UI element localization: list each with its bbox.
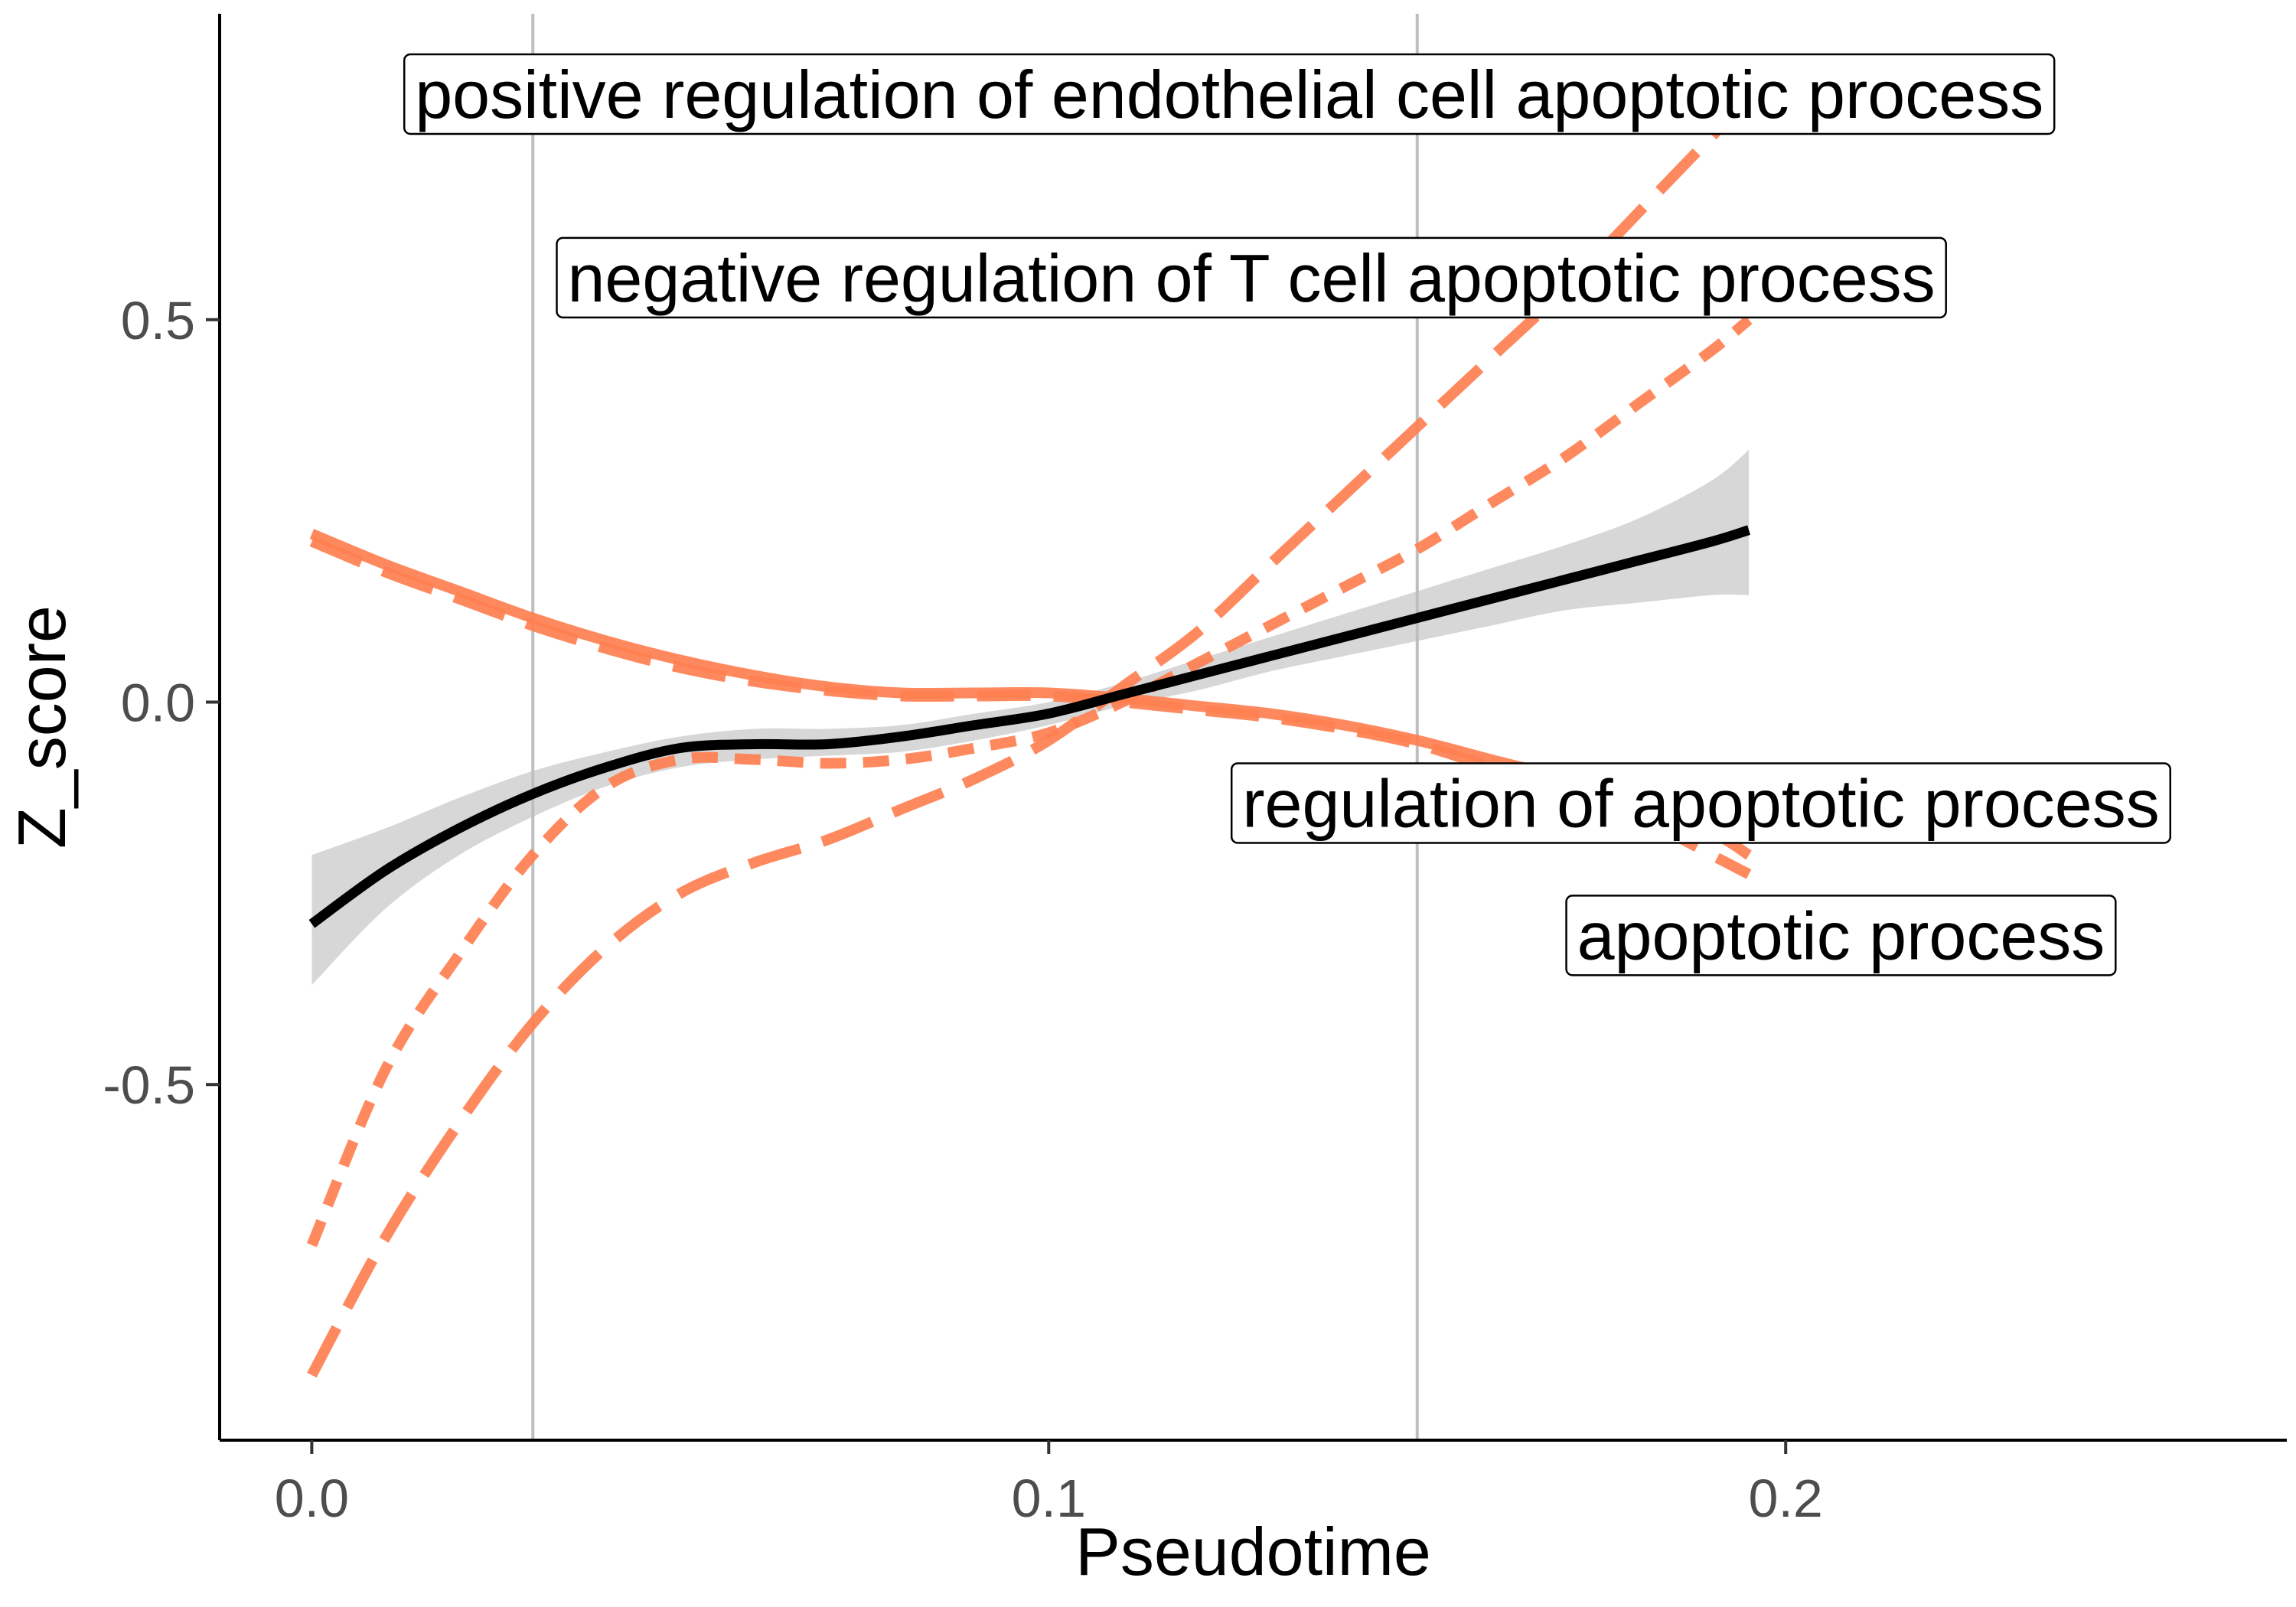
x-tick-label-1: 0.1 — [1012, 1468, 1086, 1528]
y-axis-title: Z_score — [4, 605, 80, 849]
mean-trend-line — [308, 525, 1751, 928]
annotation-label-3: apoptotic process — [1565, 895, 2117, 976]
axis-ticks-layer: 0.0 0.1 0.2 0.5 0.0 -0.5 — [103, 291, 1822, 1528]
annotation-text-0: positive regulation of endothelial cell … — [415, 57, 2043, 132]
y-tick-label-1: 0.0 — [121, 673, 195, 733]
annotation-text-1: negative regulation of T cell apoptotic … — [567, 240, 1935, 316]
annotation-box-2 — [1230, 762, 2171, 844]
series-line-1 — [307, 94, 1753, 1378]
annotation-label-0: positive regulation of endothelial cell … — [403, 53, 2056, 135]
y-tick-label-0: 0.5 — [121, 291, 195, 350]
x-tick-label-2: 0.2 — [1749, 1468, 1823, 1528]
axes-layer — [218, 14, 2287, 1442]
annotation-box-1 — [556, 236, 1947, 319]
series-annotations-layer: positive regulation of endothelial cell … — [403, 53, 2171, 976]
x-tick-label-0: 0.0 — [275, 1468, 349, 1528]
annotation-label-1: negative regulation of T cell apoptotic … — [556, 236, 1947, 319]
annotation-text-3: apoptotic process — [1577, 898, 2105, 973]
x-axis-title: Pseudotime — [1075, 1514, 1431, 1589]
annotation-box-3 — [1565, 895, 2117, 976]
annotation-text-2: regulation of apoptotic process — [1242, 765, 2160, 841]
annotation-box-0 — [403, 53, 2056, 135]
y-tick-label-2: -0.5 — [103, 1055, 195, 1115]
annotation-label-2: regulation of apoptotic process — [1230, 762, 2171, 844]
